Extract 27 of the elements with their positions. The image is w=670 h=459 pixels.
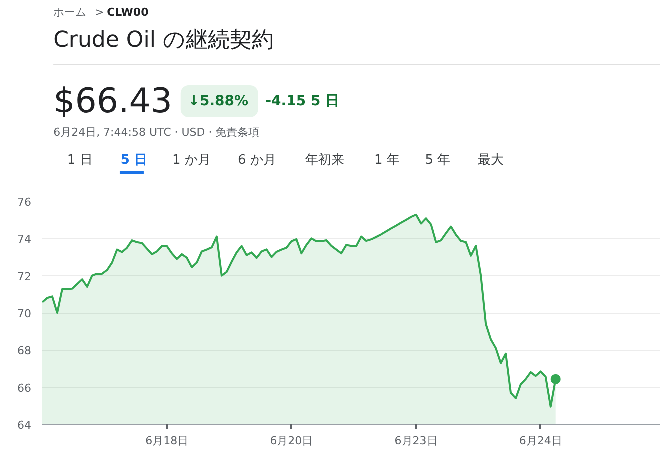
text: 1 か月 bbox=[172, 153, 211, 168]
y-tick-label: 68 bbox=[18, 344, 32, 358]
chart-title: Crude Oil の継続契約 bbox=[54, 28, 274, 53]
y-tick-label: 76 bbox=[18, 196, 32, 209]
y-tick-label: 70 bbox=[18, 308, 32, 320]
y-tick-label: 74 bbox=[18, 233, 32, 246]
y-tick-label: 66 bbox=[18, 382, 32, 395]
text: 1 日 bbox=[67, 153, 93, 168]
text: ↓5.88% bbox=[188, 94, 249, 110]
text: 最大 bbox=[478, 153, 504, 168]
text: ホーム bbox=[54, 6, 87, 19]
x-tick-label: 6月20日 bbox=[270, 434, 314, 448]
text: $66.43 bbox=[54, 82, 173, 122]
text: 5 年 bbox=[425, 153, 451, 168]
text: > bbox=[95, 6, 104, 19]
x-tick-label: 6月24日 bbox=[519, 434, 562, 448]
text: 1 年 bbox=[374, 153, 400, 168]
text: -4.15 5 日 bbox=[266, 94, 340, 110]
x-tick-label: 6月18日 bbox=[146, 434, 189, 448]
text: 年初来 bbox=[305, 153, 344, 168]
text: 5 日 bbox=[120, 153, 148, 168]
text: CLW00 bbox=[107, 6, 150, 19]
x-tick-label: 6月23日 bbox=[394, 434, 438, 448]
y-tick-label: 64 bbox=[18, 419, 32, 432]
text: 6月24日, 7:44:58 UTC · USD · 免責条項 bbox=[54, 126, 260, 139]
text: 6 か月 bbox=[238, 153, 276, 168]
y-tick-label: 72 bbox=[18, 270, 32, 284]
